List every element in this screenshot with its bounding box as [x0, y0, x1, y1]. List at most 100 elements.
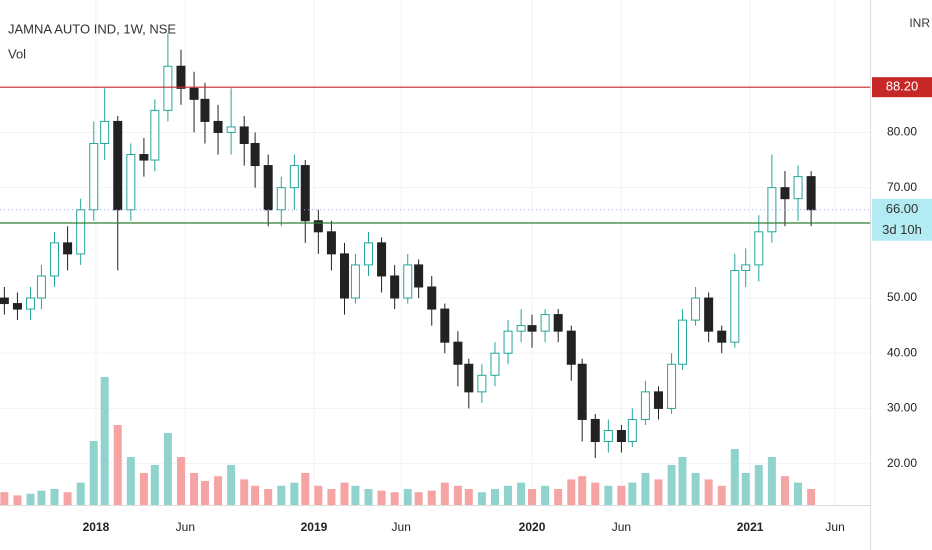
volume-bar: [780, 476, 789, 505]
candle-body: [150, 109, 160, 161]
volume-bar: [227, 465, 236, 505]
volume-bar: [0, 492, 9, 505]
candle-body: [26, 297, 36, 310]
x-tick-label: Jun: [825, 520, 844, 534]
y-tick-label: 70.00: [887, 180, 917, 194]
candle-body: [440, 308, 450, 343]
candle-body: [0, 297, 9, 305]
volume-bar: [264, 489, 273, 505]
volume-bar: [440, 482, 449, 505]
volume-bar: [567, 479, 576, 505]
y-tick-label: 80.00: [887, 125, 917, 139]
volume-bar: [667, 465, 676, 505]
volume-bar: [176, 457, 185, 505]
volume-bar: [139, 473, 148, 505]
x-tick-label: 2018: [83, 520, 110, 534]
volume-bar: [351, 485, 360, 505]
x-tick-label: Jun: [392, 520, 411, 534]
candle-body: [730, 269, 740, 343]
candle-body: [677, 319, 687, 365]
volume-bar: [150, 465, 159, 505]
candle-body: [793, 176, 803, 200]
plot: [0, 0, 870, 505]
volume-bar: [477, 492, 486, 505]
volume-bar: [277, 485, 286, 505]
candle-body: [263, 165, 273, 211]
candle-body: [704, 297, 714, 332]
volume-bar: [390, 492, 399, 505]
volume-bar: [427, 490, 436, 505]
volume-bar: [628, 482, 637, 505]
candle-body: [100, 120, 110, 144]
candle-body: [163, 65, 173, 111]
last-price-box: [872, 198, 932, 241]
candle-body: [577, 363, 587, 420]
candle-body: [390, 275, 400, 299]
candle-body: [12, 303, 22, 310]
x-tick-label: Jun: [612, 520, 631, 534]
candle-body: [200, 98, 210, 122]
volume-bar: [314, 485, 323, 505]
volume-bar: [453, 485, 462, 505]
volume-bar: [251, 485, 260, 505]
candle-body: [553, 314, 563, 332]
volume-bar: [754, 465, 763, 505]
price-label: 88.20: [886, 79, 919, 94]
volume-bar: [704, 479, 713, 505]
x-tick-label: 2021: [737, 520, 764, 534]
candle-body: [377, 242, 387, 277]
candle-body: [540, 314, 550, 332]
candle-body: [403, 264, 413, 299]
volume-bar: [113, 425, 122, 505]
last-price-label: 66.00: [886, 201, 919, 216]
volume-bar: [741, 473, 750, 505]
candle-body: [477, 374, 487, 393]
candle-body: [527, 325, 537, 332]
volume-bar: [617, 485, 626, 505]
x-tick-label: Jun: [176, 520, 195, 534]
volume-bar: [604, 485, 613, 505]
candle-body: [616, 429, 626, 443]
candle-body: [63, 242, 73, 255]
volume-bar: [403, 489, 412, 505]
candle-body: [767, 187, 777, 233]
volume-bar: [190, 473, 199, 505]
candle-body: [806, 176, 816, 211]
candle-body: [363, 242, 373, 266]
candle-body: [313, 220, 323, 233]
volume-bar: [26, 493, 35, 505]
candle-body: [176, 65, 186, 89]
candle-body: [667, 363, 677, 409]
volume-label: Vol: [8, 46, 26, 61]
volume-bar: [730, 449, 739, 505]
volume-bar: [794, 482, 803, 505]
volume-bar: [807, 489, 816, 505]
volume-bar: [163, 433, 172, 505]
candle-body: [490, 352, 500, 376]
volume-bar: [678, 457, 687, 505]
candle-body: [189, 87, 199, 100]
candle-body: [326, 231, 336, 255]
candle-body: [754, 231, 764, 266]
volume-bar: [490, 489, 499, 505]
volume-bar: [464, 489, 473, 505]
volume-bar: [591, 482, 600, 505]
volume-bar: [377, 490, 386, 505]
volume-bar: [301, 473, 310, 505]
volume-bar: [63, 492, 72, 505]
volume-bar: [541, 485, 550, 505]
candle-body: [640, 391, 650, 420]
volume-bar: [89, 441, 98, 505]
candle-body: [36, 275, 46, 299]
candle-body: [50, 242, 60, 277]
candle-body: [780, 187, 790, 200]
volume-bar: [517, 482, 526, 505]
volume-bar: [240, 479, 249, 505]
candle-body: [76, 209, 86, 255]
candle-body: [464, 363, 474, 393]
volume-bar: [290, 482, 299, 505]
candle-body: [590, 418, 600, 443]
candle-body: [566, 330, 576, 365]
candle-body: [427, 286, 437, 310]
